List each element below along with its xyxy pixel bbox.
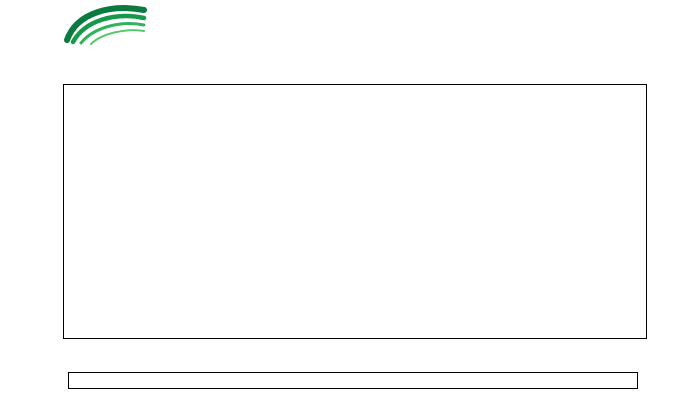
map-frame: [63, 84, 647, 339]
colorbar-boxes: [68, 372, 638, 389]
anomaly-map: [64, 85, 646, 338]
logo-waves-icon: [64, 5, 147, 45]
aviso-logo: [62, 2, 148, 66]
colorbar: [68, 372, 638, 390]
